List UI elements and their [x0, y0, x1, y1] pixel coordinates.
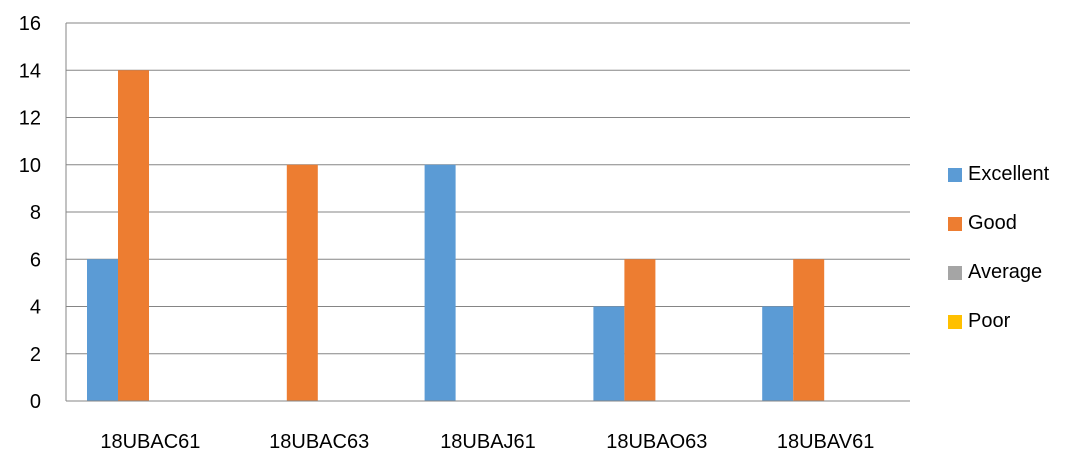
y-tick-label: 8	[30, 202, 41, 224]
bar-good-18ubav61	[793, 259, 825, 401]
bar-good-18ubac61	[118, 70, 149, 401]
y-tick-label: 12	[19, 108, 41, 130]
legend-item-average: Average	[948, 248, 1049, 297]
legend-swatch	[948, 265, 962, 280]
bar-good-18ubac63	[286, 164, 318, 401]
y-tick-label: 16	[19, 13, 41, 35]
bar-good-18ubao63	[624, 259, 656, 401]
legend-label: Poor	[968, 310, 1011, 332]
x-tick-label: 18UBAC63	[269, 431, 369, 453]
x-tick-label: 18UBAJ61	[440, 431, 536, 453]
legend-swatch	[948, 314, 962, 329]
legend-item-excellent: Excellent	[948, 150, 1049, 199]
y-tick-label: 4	[30, 297, 41, 319]
legend: Excellent Good Average Poor	[948, 150, 1049, 346]
y-tick-label: 10	[19, 155, 41, 177]
gridlines	[66, 22, 910, 355]
bar-excellent-18ubav61	[762, 306, 794, 401]
bars	[87, 70, 825, 401]
y-tick-label: 0	[30, 391, 41, 413]
y-tick-label: 6	[30, 249, 41, 271]
x-tick-label: 18UBAO63	[606, 431, 707, 453]
axes: 0 2 4 6 8 10 12 14 16 18UBAC61 18UBAC63 18UBAJ61 18U…	[19, 13, 910, 453]
bar-excellent-18ubac61	[87, 259, 118, 401]
legend-item-good: Good	[948, 199, 1049, 248]
x-tick-label: 18UBAV61	[777, 431, 874, 453]
y-tick-label: 14	[19, 60, 41, 82]
legend-label: Good	[968, 212, 1017, 234]
y-tick-label: 2	[30, 344, 41, 366]
legend-label: Average	[968, 261, 1043, 283]
legend-label: Excellent	[968, 163, 1050, 185]
legend-item-poor: Poor	[948, 297, 1049, 346]
legend-swatch	[948, 167, 962, 182]
x-tick-label: 18UBAC61	[100, 431, 200, 453]
bar-excellent-18ubaj61	[424, 164, 456, 401]
legend-swatch	[948, 216, 962, 231]
bar-excellent-18ubao63	[593, 306, 625, 401]
